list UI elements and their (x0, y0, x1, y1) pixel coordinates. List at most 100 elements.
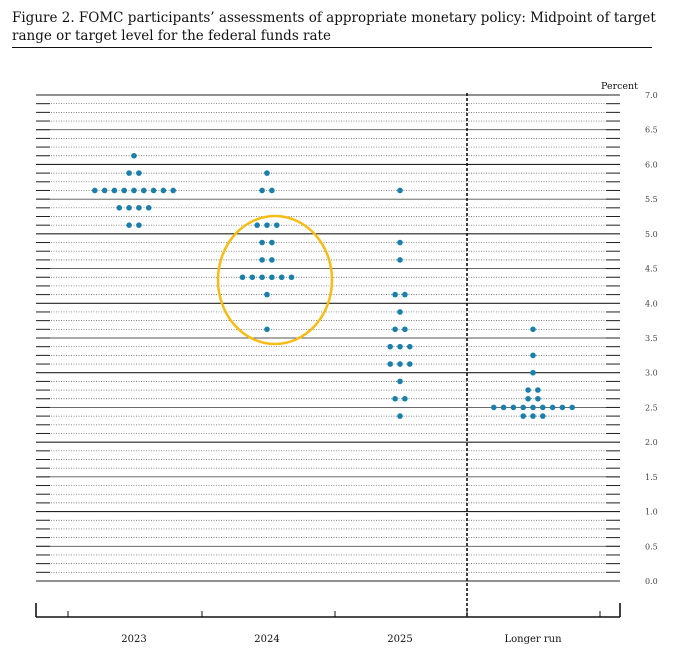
dot-marker (116, 205, 123, 211)
dot-marker (510, 404, 517, 411)
dot-marker (101, 187, 108, 194)
dot-marker (269, 274, 275, 281)
dot-marker (288, 274, 295, 281)
dot-marker (278, 274, 285, 281)
y-axis-unit-label: Percent (601, 81, 638, 92)
dot-marker (136, 222, 142, 228)
dot-marker (269, 257, 275, 263)
dot-marker (530, 404, 536, 411)
dot-marker (402, 395, 408, 402)
x-tick-label: Longer run (504, 634, 562, 645)
dot-marker (170, 187, 176, 194)
dot-marker (259, 187, 265, 194)
dot-marker (264, 326, 270, 333)
dot-marker (397, 378, 403, 385)
dot-marker (269, 239, 275, 246)
dot-marker (92, 187, 98, 194)
dot-marker (402, 326, 408, 333)
y-tick-label: 0.0 (645, 577, 658, 586)
dot-marker (387, 361, 394, 367)
dot-marker (160, 187, 167, 194)
y-tick-label: 1.5 (645, 473, 658, 482)
dot-marker (145, 205, 152, 211)
dot-marker (136, 205, 142, 211)
dot-marker (392, 395, 398, 402)
dot-marker (397, 309, 403, 315)
x-tick-label: 2024 (254, 634, 279, 645)
dot-marker (530, 352, 536, 359)
dot-marker (254, 222, 260, 228)
x-axis: 2023 2024 2025 Longer run (35, 603, 621, 645)
dot-marker (540, 413, 546, 419)
dot-marker (239, 274, 246, 281)
dot-marker (131, 152, 137, 159)
title-rule (12, 47, 652, 48)
y-tick-label: 7.0 (645, 91, 658, 100)
dot-marker (136, 170, 142, 176)
dot-marker (397, 413, 403, 419)
dot-marker (407, 343, 413, 350)
dot-marker (264, 291, 270, 298)
y-tick-label: 2.5 (645, 403, 658, 412)
dot-marker (559, 404, 566, 411)
dot-marker (259, 274, 265, 281)
dot-marker (407, 361, 413, 367)
figure-title: Figure 2. FOMC participants’ assessments… (12, 10, 656, 44)
dot-marker (530, 413, 536, 419)
dot-marker (264, 170, 270, 176)
y-tick-label: 4.0 (645, 299, 658, 308)
y-tick-label: 5.5 (645, 195, 658, 204)
dot-marker (392, 326, 398, 333)
dot-marker (397, 257, 403, 263)
dot-marker (520, 404, 526, 411)
dot-marker (126, 205, 132, 211)
y-tick-label: 6.0 (645, 160, 658, 169)
dot-marker (549, 404, 556, 411)
y-tick-label: 2.0 (645, 438, 658, 447)
y-tick-label: 0.5 (645, 542, 658, 551)
x-tick-label: 2023 (121, 634, 146, 645)
gridlines (36, 94, 620, 582)
dot-marker (540, 404, 546, 411)
dot-marker (525, 395, 531, 402)
dot-marker (520, 413, 526, 419)
dot-marker (141, 187, 147, 194)
dot-marker (530, 369, 536, 376)
dot-marker (402, 291, 408, 298)
dot-marker (397, 187, 403, 194)
dot-marker (111, 187, 118, 194)
dot-marker (274, 222, 280, 228)
dot-marker (392, 291, 398, 298)
dot-marker (530, 326, 536, 333)
dot-marker (387, 343, 394, 350)
dot-marker (491, 404, 497, 411)
dot-marker (249, 274, 256, 281)
dot-marker (569, 404, 575, 411)
dot-marker (535, 387, 541, 393)
y-tick-label: 1.0 (645, 508, 658, 517)
dot-marker (500, 404, 507, 411)
dot-marker (397, 239, 403, 246)
dot-marker (397, 343, 403, 350)
dot-marker (264, 222, 270, 228)
dot-marker (150, 187, 157, 194)
dot-marker (259, 257, 265, 263)
dot-marker (126, 222, 132, 228)
y-tick-label: 5.0 (645, 230, 658, 239)
dot-marker (525, 387, 531, 393)
y-tick-label: 3.0 (645, 369, 658, 378)
dot-marker (259, 239, 265, 246)
y-axis: 0.0 0.5 1.0 1.5 2.0 2.5 3.0 3.5 4.0 4.5 5.0 5.5 6.0 6… (645, 91, 658, 586)
highlight-circle (216, 214, 334, 346)
dot-marker (126, 170, 132, 176)
x-tick-label: 2025 (387, 634, 412, 645)
dot-marker (535, 395, 541, 402)
dot-marker (269, 187, 275, 194)
y-tick-label: 6.5 (645, 126, 658, 135)
dot-marker (121, 187, 127, 194)
y-tick-label: 4.5 (645, 265, 658, 274)
dot-markers (92, 152, 575, 419)
y-tick-label: 3.5 (645, 334, 658, 343)
dot-marker (131, 187, 137, 194)
